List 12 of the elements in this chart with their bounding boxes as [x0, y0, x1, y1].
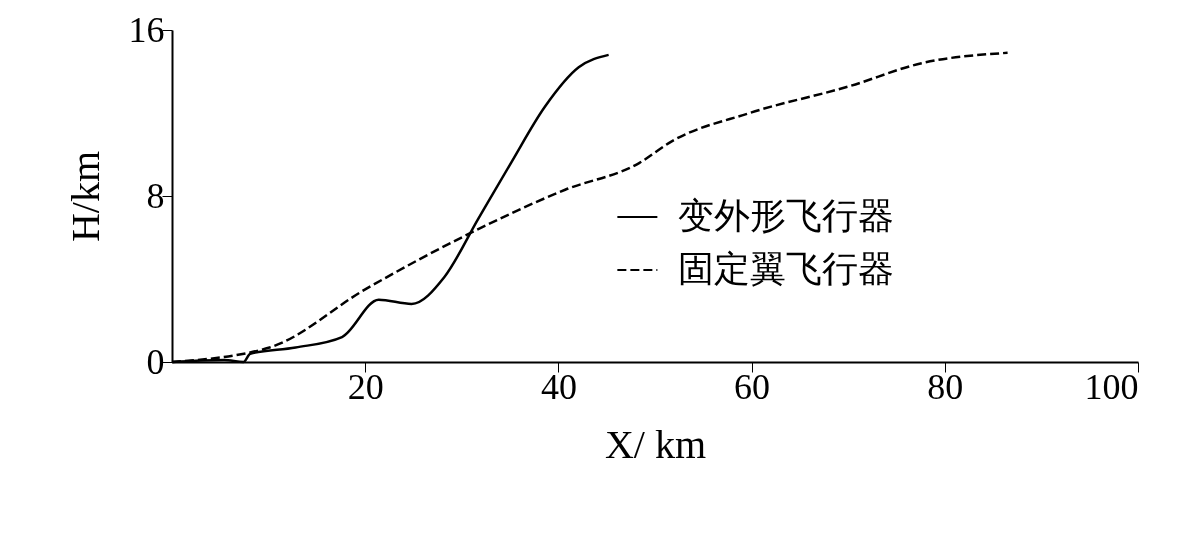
y-tick-label: 8 [146, 175, 165, 216]
legend-label: 变外形飞行器 [678, 195, 895, 236]
x-axis-title: X/ km [604, 421, 707, 467]
y-tick-label: 0 [146, 341, 165, 382]
x-tick-label: 100 [1084, 366, 1139, 407]
legend-label: 固定翼飞行器 [678, 248, 895, 289]
x-tick-label: 60 [734, 366, 771, 407]
y-axis-title: H/km [62, 150, 108, 243]
y-tick-label: 16 [128, 9, 165, 50]
x-tick-label: 20 [347, 366, 384, 407]
x-tick-label: 80 [927, 366, 964, 407]
x-tick-label: 40 [540, 366, 577, 407]
